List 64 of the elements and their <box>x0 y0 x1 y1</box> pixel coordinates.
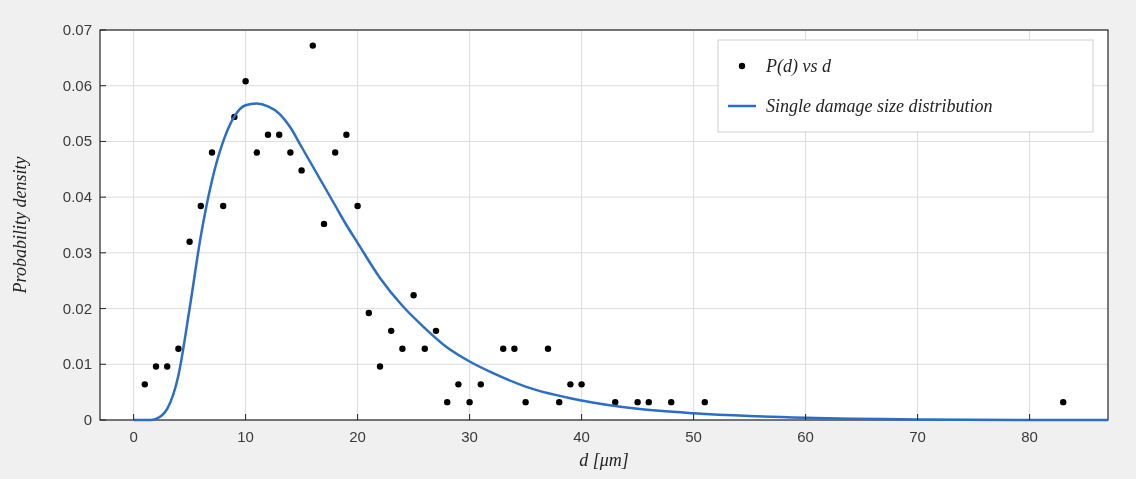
point <box>220 202 227 210</box>
point <box>567 381 574 388</box>
point <box>287 149 294 156</box>
point <box>410 292 417 299</box>
point <box>511 345 518 352</box>
x-tick-label: 30 <box>461 428 478 445</box>
point <box>544 345 552 352</box>
point <box>343 131 350 138</box>
point <box>164 363 171 370</box>
point <box>186 238 193 245</box>
point <box>645 398 652 406</box>
point <box>242 78 249 85</box>
legend-label: Single damage size distribution <box>766 96 993 116</box>
point <box>399 345 406 352</box>
y-tick-label: 0.03 <box>62 243 92 261</box>
point <box>455 381 462 388</box>
point <box>175 345 182 352</box>
point <box>141 381 148 388</box>
point <box>253 149 260 156</box>
x-tick-label: 50 <box>685 428 702 445</box>
y-tick-label: 0 <box>83 411 92 428</box>
point <box>701 398 708 406</box>
x-tick-label: 20 <box>349 428 366 445</box>
point <box>500 345 507 352</box>
x-axis-title: d [μm] <box>579 450 629 470</box>
point <box>276 131 283 138</box>
point <box>1060 398 1067 406</box>
point <box>466 398 473 406</box>
x-tick-label: 80 <box>1021 428 1038 445</box>
point <box>376 363 384 370</box>
point <box>298 167 305 174</box>
point <box>421 345 428 352</box>
y-tick-label: 0.07 <box>62 21 92 38</box>
y-tick-label: 0.06 <box>62 76 92 94</box>
point <box>634 398 641 406</box>
point <box>612 398 619 406</box>
point <box>444 398 451 406</box>
point <box>309 42 316 49</box>
point <box>388 327 395 335</box>
point <box>578 381 585 388</box>
x-tick-label: 10 <box>237 428 254 445</box>
y-tick-label: 0.01 <box>62 355 92 373</box>
point <box>556 398 563 406</box>
y-tick-label: 0.02 <box>62 299 92 317</box>
point <box>152 363 160 370</box>
point <box>432 327 440 335</box>
x-tick-label: 0 <box>129 428 138 445</box>
point <box>320 220 328 228</box>
x-tick-label: 40 <box>573 428 590 445</box>
x-tick-label: 60 <box>797 428 814 445</box>
point <box>197 202 204 210</box>
point <box>668 398 675 406</box>
y-tick-label: 0.04 <box>62 188 92 206</box>
legend-label: P(d) vs d <box>765 56 832 77</box>
point <box>522 398 529 406</box>
y-tick-label: 0.05 <box>62 132 92 150</box>
point <box>354 202 361 210</box>
point <box>477 381 484 388</box>
point <box>208 149 216 156</box>
point <box>332 149 339 156</box>
point <box>264 131 272 138</box>
point <box>365 309 372 317</box>
y-axis-title: Probability density <box>10 156 30 295</box>
x-tick-label: 70 <box>909 428 926 445</box>
